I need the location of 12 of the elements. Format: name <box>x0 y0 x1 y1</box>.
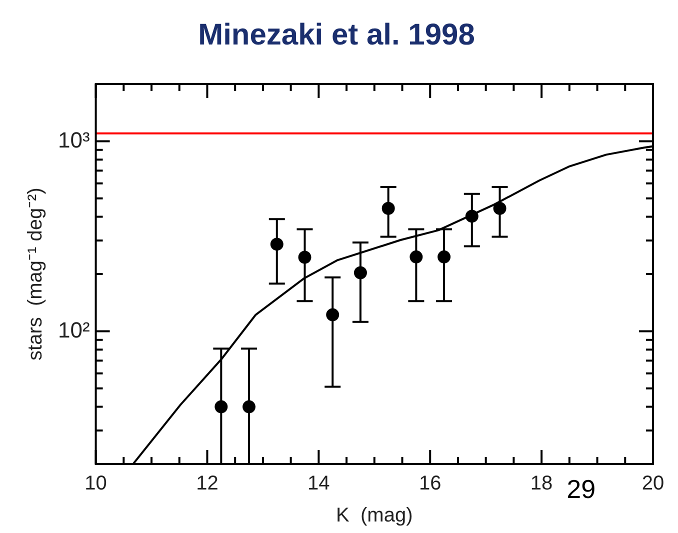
y-axis-title: stars (mag⁻¹ deg⁻²) <box>24 188 47 360</box>
x-tick-label: 10 <box>84 472 107 495</box>
x-tick-label: 12 <box>196 472 218 495</box>
y-tick-label: 10² <box>58 317 90 342</box>
x-tick-label: 20 <box>642 472 664 495</box>
y-tick-label: 10³ <box>58 127 90 152</box>
x-tick-label: 14 <box>308 472 330 495</box>
x-tick-label: 18 <box>530 472 553 495</box>
chart-title: Minezaki et al. 1998 <box>198 18 475 52</box>
x-axis-title: K (mag) <box>336 504 413 527</box>
x-tick-label: 16 <box>418 472 442 495</box>
text: 29 <box>566 474 596 504</box>
